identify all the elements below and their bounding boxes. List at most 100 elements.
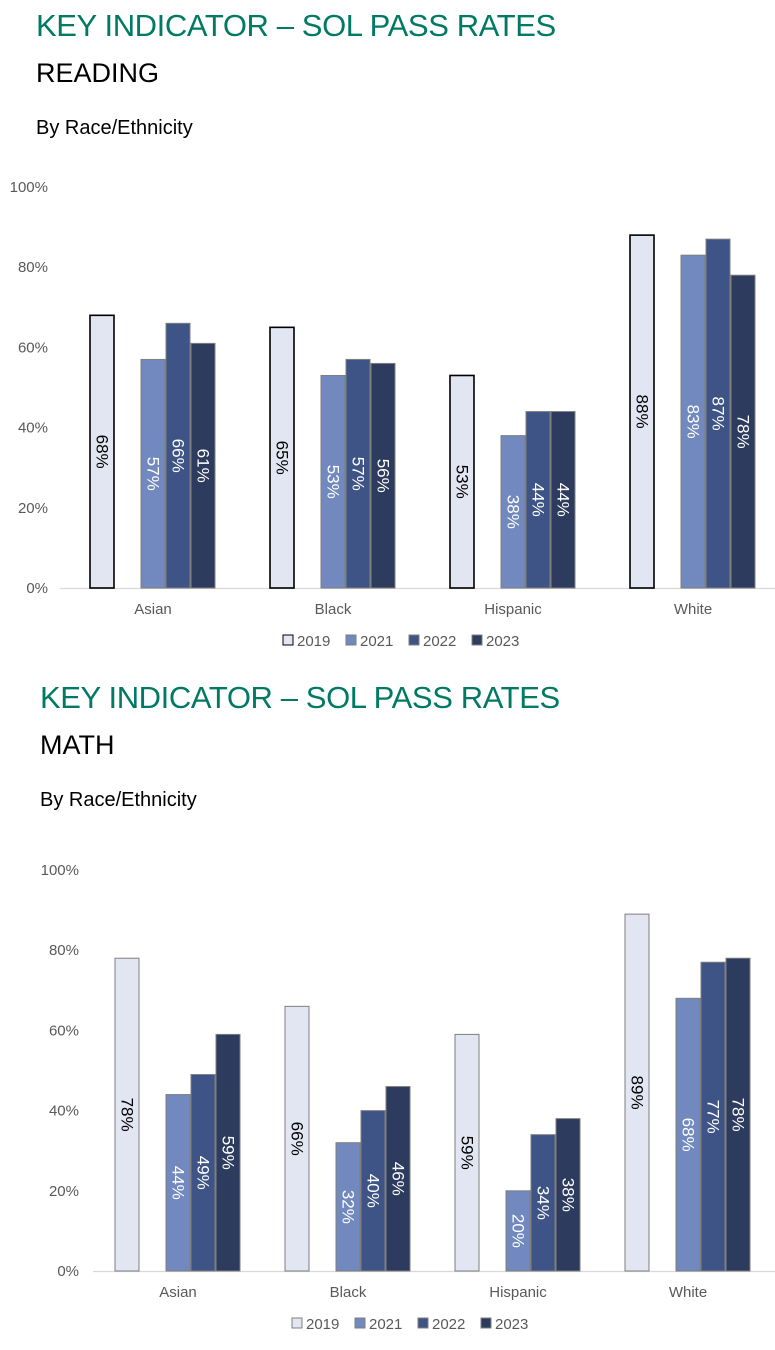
legend-swatch-2022 xyxy=(417,1317,429,1329)
y-tick-label: 0% xyxy=(26,580,48,597)
bar-value-label: 78% xyxy=(734,415,753,449)
chart-legend: 2019 2021 2022 2023 xyxy=(291,1316,528,1333)
chart-legend: 2019 2021 2022 2023 xyxy=(282,633,519,650)
bar-black-2021 xyxy=(335,1142,361,1272)
bar-value-label: 65% xyxy=(273,441,292,475)
bar-white-2023 xyxy=(730,274,756,589)
y-tick-label: 20% xyxy=(49,1183,79,1200)
bar-hispanic-2021 xyxy=(505,1190,531,1272)
bar-hispanic-2021 xyxy=(500,435,526,589)
bar-black-2021 xyxy=(320,374,346,589)
bar-hispanic-2019 xyxy=(449,374,475,589)
legend-swatch-2022 xyxy=(408,634,420,646)
x-category-label: Black xyxy=(330,1284,367,1301)
bar-white-2019 xyxy=(629,234,655,589)
bar-asian-2021 xyxy=(165,1094,191,1272)
bar-black-2019 xyxy=(269,326,295,589)
legend-swatch-2019 xyxy=(291,1317,303,1329)
legend-label-2021: 2021 xyxy=(369,1316,402,1333)
y-tick-label: 40% xyxy=(18,420,48,437)
bar-hispanic-2023 xyxy=(555,1118,581,1272)
legend-swatch-2019 xyxy=(282,634,294,646)
bar-white-2022 xyxy=(705,238,731,589)
bar-value-label: 78% xyxy=(118,1098,137,1132)
legend-swatch-2021 xyxy=(345,634,357,646)
legend-swatch-2023 xyxy=(471,634,483,646)
x-category-label: Hispanic xyxy=(484,601,542,618)
legend-label-2022: 2022 xyxy=(432,1316,465,1333)
y-tick-label: 100% xyxy=(10,179,48,196)
bar-value-label: 59% xyxy=(458,1136,477,1170)
y-tick-label: 80% xyxy=(18,259,48,276)
bar-value-label: 68% xyxy=(679,1118,698,1152)
bar-value-label: 88% xyxy=(633,395,652,429)
x-category-label: White xyxy=(674,601,712,618)
bar-value-label: 44% xyxy=(554,483,573,517)
reading-subject-title: READING xyxy=(36,58,160,88)
bar-asian-2021 xyxy=(140,358,166,589)
bar-black-2022 xyxy=(360,1110,386,1272)
bar-value-label: 20% xyxy=(509,1214,528,1248)
legend-label-2022: 2022 xyxy=(423,633,456,650)
bar-black-2022 xyxy=(345,358,371,589)
bar-value-label: 38% xyxy=(559,1178,578,1212)
bar-value-label: 57% xyxy=(349,457,368,491)
bar-value-label: 66% xyxy=(288,1122,307,1156)
bar-white-2022 xyxy=(700,961,726,1272)
legend-label-2021: 2021 xyxy=(360,633,393,650)
x-category-label: White xyxy=(669,1284,707,1301)
bar-value-label: 77% xyxy=(704,1100,723,1134)
bar-value-label: 40% xyxy=(364,1174,383,1208)
bar-value-label: 53% xyxy=(324,465,343,499)
bar-value-label: 56% xyxy=(374,459,393,493)
bar-value-label: 44% xyxy=(529,483,548,517)
bar-white-2021 xyxy=(680,254,706,589)
bar-asian-2023 xyxy=(215,1033,241,1272)
bar-white-2023 xyxy=(725,957,751,1272)
legend-label-2019: 2019 xyxy=(306,1316,339,1333)
y-tick-label: 40% xyxy=(49,1103,79,1120)
bar-black-2019 xyxy=(284,1005,310,1272)
reading-subtitle: By Race/Ethnicity xyxy=(36,117,193,139)
legend-label-2023: 2023 xyxy=(486,633,519,650)
legend-swatch-2021 xyxy=(354,1317,366,1329)
bar-hispanic-2022 xyxy=(525,411,551,589)
math-chart-panel: KEY INDICATOR – SOL PASS RATES MATH By R… xyxy=(0,672,775,1350)
bar-value-label: 34% xyxy=(534,1186,553,1220)
bar-asian-2019 xyxy=(114,957,140,1272)
bar-value-label: 87% xyxy=(709,397,728,431)
reading-chart-panel: KEY INDICATOR – SOL PASS RATES READING B… xyxy=(0,0,775,672)
bar-hispanic-2022 xyxy=(530,1134,556,1272)
bar-value-label: 61% xyxy=(194,449,213,483)
bar-value-label: 46% xyxy=(389,1162,408,1196)
bar-value-label: 49% xyxy=(194,1156,213,1190)
legend-label-2023: 2023 xyxy=(495,1316,528,1333)
bar-value-label: 66% xyxy=(169,439,188,473)
bar-black-2023 xyxy=(385,1086,411,1272)
bar-value-label: 53% xyxy=(453,465,472,499)
bar-asian-2019 xyxy=(89,314,115,589)
bar-asian-2022 xyxy=(190,1074,216,1272)
x-category-label: Hispanic xyxy=(489,1284,547,1301)
bar-value-label: 68% xyxy=(93,435,112,469)
bar-value-label: 38% xyxy=(504,495,523,529)
x-category-label: Asian xyxy=(159,1284,197,1301)
y-tick-label: 60% xyxy=(18,339,48,356)
y-tick-label: 80% xyxy=(49,942,79,959)
legend-label-2019: 2019 xyxy=(297,633,330,650)
x-category-label: Asian xyxy=(134,601,172,618)
y-tick-label: 100% xyxy=(41,862,79,879)
bar-value-label: 57% xyxy=(144,457,163,491)
bar-white-2019 xyxy=(624,913,650,1272)
bar-value-label: 59% xyxy=(219,1136,238,1170)
reading-kicker-title: KEY INDICATOR – SOL PASS RATES xyxy=(36,8,556,43)
math-subject-title: MATH xyxy=(40,730,115,760)
y-tick-label: 60% xyxy=(49,1022,79,1039)
x-category-label: Black xyxy=(315,601,352,618)
reading-bar-chart: 0% 20% 40% 60% 80% 100% 68% 57% 66% 61% Asian 65% 53… xyxy=(10,179,775,650)
bar-black-2023 xyxy=(370,362,396,589)
bar-white-2021 xyxy=(675,997,701,1272)
y-tick-label: 0% xyxy=(57,1263,79,1280)
bar-asian-2023 xyxy=(190,342,216,589)
math-kicker-title: KEY INDICATOR – SOL PASS RATES xyxy=(40,680,560,715)
